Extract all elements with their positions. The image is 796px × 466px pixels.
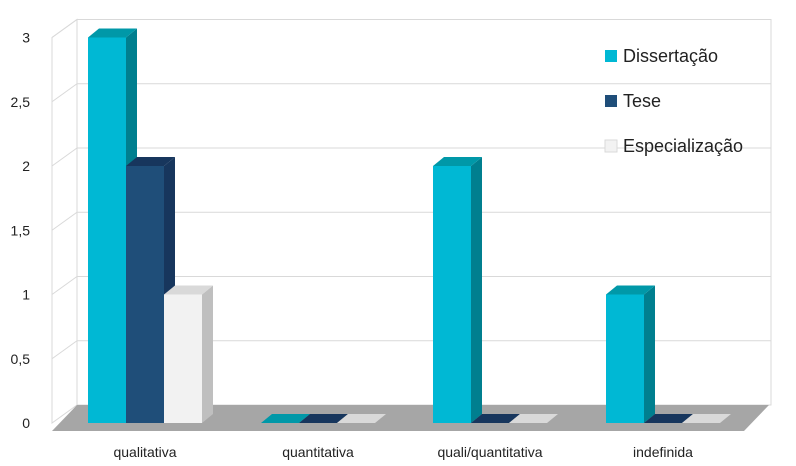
- bar-top: [509, 414, 558, 423]
- bar-top: [471, 414, 520, 423]
- legend-swatch: [605, 50, 617, 62]
- gridline: [51, 340, 771, 360]
- bar-top: [337, 414, 386, 423]
- bar-tese-1: [299, 414, 348, 423]
- x-tick-label: qualitativa: [113, 444, 176, 460]
- y-tick-label: 3: [22, 30, 30, 46]
- bar-top: [164, 285, 213, 295]
- bar-top: [126, 157, 175, 166]
- bar-side: [202, 285, 213, 423]
- bar-front: [433, 166, 471, 423]
- bar-especializa-o-3: [682, 414, 731, 423]
- gridlines: [51, 19, 771, 360]
- gridline: [51, 83, 771, 103]
- legend: Dissertação Tese Especialização: [604, 46, 743, 156]
- chart-floor: [52, 405, 769, 431]
- bar-top: [299, 414, 348, 423]
- bar-top: [606, 285, 655, 295]
- bar-front: [88, 37, 126, 423]
- x-axis-ticks: qualitativa quantitativa quali/quantitativ…: [113, 444, 693, 460]
- x-tick-label: quali/quantitativa: [437, 444, 542, 460]
- x-tick-label: indefinida: [633, 444, 693, 460]
- bar-top: [433, 157, 482, 166]
- legend-label: Especialização: [623, 136, 743, 156]
- bar-top: [261, 414, 310, 423]
- legend-label: Dissertação: [623, 46, 718, 66]
- bar-disserta-o-3: [606, 285, 655, 423]
- gridline: [51, 211, 771, 231]
- bar-tese-2: [471, 414, 520, 423]
- bar-disserta-o-1: [261, 414, 310, 423]
- bar-especializa-o-2: [509, 414, 558, 423]
- bar-front: [606, 294, 644, 423]
- y-tick-label: 2: [22, 158, 30, 174]
- gridline: [51, 276, 771, 295]
- y-tick-label: 0,5: [11, 351, 31, 367]
- y-tick-label: 2,5: [11, 94, 31, 110]
- bar-especializa-o-1: [337, 414, 386, 423]
- legend-label: Tese: [623, 91, 661, 111]
- bar-front: [126, 166, 164, 423]
- bar-top: [644, 414, 693, 423]
- legend-swatch: [605, 95, 617, 107]
- y-axis-ticks: 0 0,5 1 1,5 2 2,5 3: [11, 30, 31, 432]
- bar-side: [644, 285, 655, 423]
- x-tick-label: quantitativa: [282, 444, 354, 460]
- bar-tese-0: [126, 157, 175, 423]
- y-tick-label: 1,5: [11, 222, 31, 238]
- bar-top: [682, 414, 731, 423]
- bars: [88, 28, 731, 423]
- bar-top: [88, 28, 137, 38]
- bar-front: [164, 294, 202, 423]
- legend-swatch: [604, 139, 618, 153]
- bar-disserta-o-2: [433, 157, 482, 423]
- floor-top: [52, 405, 769, 431]
- gridline: [51, 147, 771, 167]
- y-tick-label: 1: [22, 287, 30, 303]
- bar-side: [471, 157, 482, 423]
- bar-especializa-o-0: [164, 285, 213, 423]
- y-tick-label: 0: [22, 415, 30, 431]
- gridline: [51, 19, 771, 38]
- bar-tese-3: [644, 414, 693, 423]
